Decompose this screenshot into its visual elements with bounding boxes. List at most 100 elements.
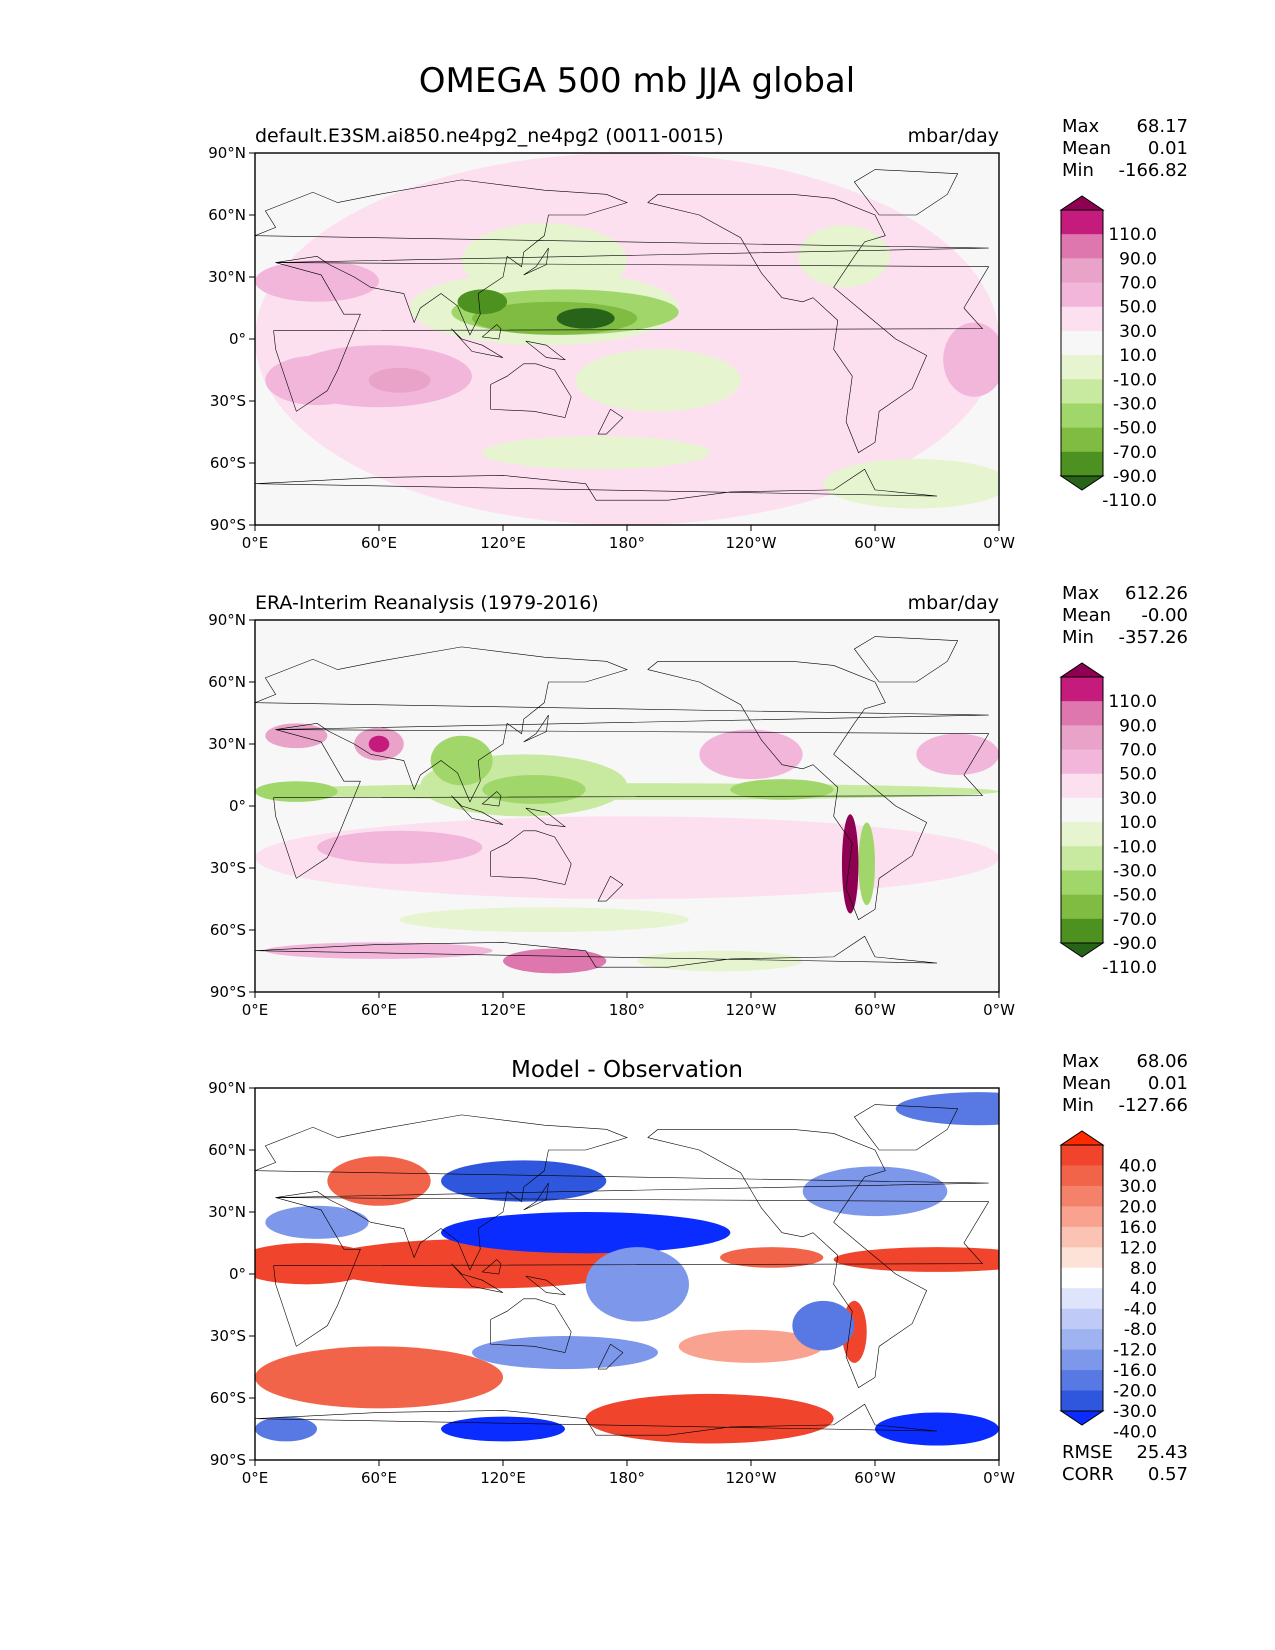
colorbar-label: 50.0 [1119,298,1157,318]
panel-units: mbar/day [908,125,999,147]
data-region [317,830,483,864]
x-tick-label: 180° [609,1469,645,1487]
colorbar-extend-min [1059,942,1105,958]
colorbar-swatch [1061,1329,1103,1351]
data-region [637,950,803,972]
y-tick-label: 30°N [208,735,246,753]
x-tick-label: 60°E [361,1001,397,1019]
y-tick-label: 90°N [208,1079,246,1097]
coastline [481,1259,502,1275]
colorbar-swatch [1061,1288,1103,1310]
colorbar-swatch [1061,1308,1103,1330]
colorbar-label: -70.0 [1113,910,1157,930]
map-background [255,620,999,992]
x-tick-label: 180° [609,534,645,552]
colorbar-label: -4.0 [1124,1300,1157,1320]
stat-value: -357.26 [1119,627,1188,648]
colorbar-swatch [1061,822,1103,847]
panel-units: mbar/day [908,592,999,614]
x-tick-label: 60°W [854,1469,896,1487]
data-region [482,775,586,804]
y-tick-label: 60°S [210,1389,246,1407]
colorbar-label: 12.0 [1119,1238,1157,1258]
coastline [255,646,989,803]
data-region [368,735,390,753]
colorbar-label: -90.0 [1113,934,1157,954]
coastline [481,791,502,807]
colorbar-swatch [1061,749,1103,775]
colorbar-swatch [1061,846,1103,871]
data-region [441,1416,565,1442]
y-tick-label: 60°S [210,921,246,939]
colorbar-label: 70.0 [1119,274,1157,294]
data-region [730,779,834,800]
stat-value: -127.66 [1119,1095,1188,1116]
data-region [482,436,710,470]
colorbar-label: -30.0 [1113,861,1157,881]
data-region [255,1346,503,1409]
data-region [875,1412,999,1446]
data-region [575,349,741,412]
data-region [916,733,999,775]
stat-value: -0.00 [1141,605,1188,626]
map-panel-1: default.E3SM.ai850.ne4pg2_ne4pg2 (0011-0… [208,116,1188,552]
y-tick-label: 0° [229,797,246,815]
x-tick-label: 0°W [983,1469,1015,1487]
data-region [556,308,615,329]
colorbar-label: 20.0 [1119,1197,1157,1217]
coastline [255,1114,989,1271]
colorbar-extend-min [1059,1410,1105,1426]
coastline [597,1344,624,1370]
panel-title-left: ERA-Interim Reanalysis (1979-2016) [255,592,599,614]
footer-stat-label: CORR [1062,1464,1114,1485]
y-tick-label: 0° [229,330,246,348]
stat-label: Mean [1062,138,1111,159]
colorbar-swatch [1061,677,1103,702]
coastline [853,1104,959,1151]
y-tick-label: 90°S [210,516,246,534]
colorbar-label: -20.0 [1113,1382,1157,1402]
data-region [792,1300,855,1351]
colorbar-label: -10.0 [1113,837,1157,857]
colorbar-extend-max [1059,1130,1105,1146]
data-region [858,822,875,906]
coastline [523,714,549,743]
data-region [265,723,328,749]
colorbar-extend-max [1059,195,1105,211]
coastline [451,795,504,825]
coastline [255,1403,938,1436]
y-tick-label: 0° [229,1265,246,1283]
x-tick-label: 120°W [726,534,777,552]
colorbar-label: -40.0 [1113,1422,1157,1442]
footer-stat-value: 25.43 [1136,1442,1188,1463]
x-tick-label: 180° [609,1001,645,1019]
colorbar-frame [1060,676,1104,944]
data-region [943,322,999,397]
panel-title-center: Model - Observation [511,1057,743,1083]
colorbar-label: -16.0 [1113,1361,1157,1381]
colorbar-label: 90.0 [1119,249,1157,269]
coastline [255,468,938,501]
stat-label: Mean [1062,1073,1111,1094]
coastline [273,262,990,412]
coastline [523,1182,549,1211]
stat-label: Mean [1062,605,1111,626]
colorbar-label: -30.0 [1113,394,1157,414]
coastline [647,194,928,454]
y-tick-label: 90°N [208,611,246,629]
data-field [255,1092,999,1446]
stat-label: Max [1062,116,1100,137]
colorbar-label: 90.0 [1119,716,1157,736]
data-region [699,729,803,780]
coastline [647,661,928,921]
x-tick-label: 60°E [361,1469,397,1487]
data-region [441,1160,607,1202]
coastline [255,935,938,968]
footer-stat-label: RMSE [1062,1442,1113,1463]
colorbar-swatch [1061,1145,1103,1166]
stat-value: -166.82 [1119,160,1188,181]
stat-label: Max [1062,1051,1100,1072]
colorbar-extend-min [1059,475,1105,491]
colorbar-swatch [1061,1185,1103,1207]
coastline [255,179,989,336]
